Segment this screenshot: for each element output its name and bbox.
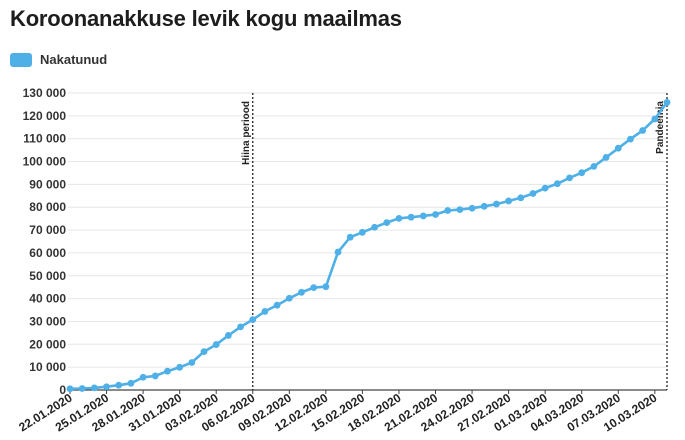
y-tick-label: 100 000 (23, 155, 67, 169)
data-point (90, 384, 98, 392)
data-point (346, 233, 354, 241)
data-point (663, 99, 671, 106)
y-tick-label: 130 000 (23, 86, 67, 100)
data-point (602, 154, 610, 161)
y-tick-label: 30 000 (29, 314, 66, 328)
annotation-label: Hiina periood (241, 101, 252, 165)
data-point (285, 294, 293, 302)
data-point (371, 223, 378, 231)
data-point (249, 316, 257, 323)
data-point (407, 213, 415, 221)
data-point (298, 288, 305, 296)
data-point (212, 341, 220, 348)
data-point (553, 180, 561, 188)
data-point (627, 135, 634, 143)
y-tick-label: 40 000 (29, 292, 66, 306)
y-tick-label: 50 000 (29, 269, 66, 283)
data-point (200, 348, 208, 356)
data-point (590, 162, 598, 170)
data-point (164, 367, 171, 375)
data-point (383, 219, 391, 227)
data-point (614, 144, 622, 152)
data-point (103, 383, 110, 391)
data-point (66, 385, 74, 393)
y-tick-label: 120 000 (23, 109, 67, 123)
data-point (639, 127, 647, 134)
data-point (237, 323, 244, 331)
series-line (69, 101, 669, 390)
data-point (651, 115, 659, 123)
data-point (334, 248, 342, 256)
y-tick-label: 0 (59, 383, 66, 397)
data-point (419, 212, 427, 220)
legend-label: Nakatunud (40, 52, 108, 67)
data-point (224, 332, 232, 339)
data-point (310, 284, 318, 292)
data-point (322, 283, 330, 291)
data-point (139, 373, 147, 381)
annotation-label: Pandeemia (655, 101, 666, 154)
data-point (127, 379, 135, 387)
y-tick-label: 70 000 (29, 223, 66, 237)
data-point (578, 169, 586, 177)
y-tick-label: 110 000 (23, 132, 66, 146)
data-point (517, 194, 525, 202)
data-point (505, 197, 513, 205)
data-point (456, 206, 464, 214)
data-point (395, 214, 403, 222)
data-point (480, 202, 488, 210)
data-point (78, 385, 86, 392)
chart-title: Koroonanakkuse levik kogu maailmas (10, 6, 402, 31)
data-point (566, 174, 573, 182)
grid (68, 92, 667, 391)
annotations: Hiina periood Pandeemia (241, 93, 668, 390)
data-point (359, 228, 366, 236)
y-tick-label: 80 000 (29, 200, 66, 214)
data-point (529, 190, 537, 197)
data-point (493, 200, 500, 208)
data-point (151, 372, 159, 380)
series-nakatunud (66, 99, 671, 393)
legend-swatch (10, 52, 32, 67)
y-tick-label: 90 000 (29, 177, 66, 191)
data-point (115, 381, 123, 389)
data-point (273, 301, 281, 309)
data-point (176, 363, 184, 371)
data-point (468, 204, 476, 212)
y-tick-label: 60 000 (29, 246, 66, 260)
data-point (444, 207, 452, 214)
y-tick-label: 10 000 (29, 360, 66, 374)
legend: Nakatunud (10, 52, 107, 67)
data-point (261, 308, 269, 315)
data-point (541, 184, 549, 192)
y-axis-ticks: 0 10 000 20 000 30 000 40 000 50 000 60 000 70 … (23, 86, 67, 397)
x-axis-ticks: 22.01.202025.01.202028.01.202031.01.2020… (16, 390, 660, 434)
data-point (188, 359, 196, 366)
data-point (432, 211, 439, 218)
y-tick-label: 20 000 (29, 337, 66, 351)
